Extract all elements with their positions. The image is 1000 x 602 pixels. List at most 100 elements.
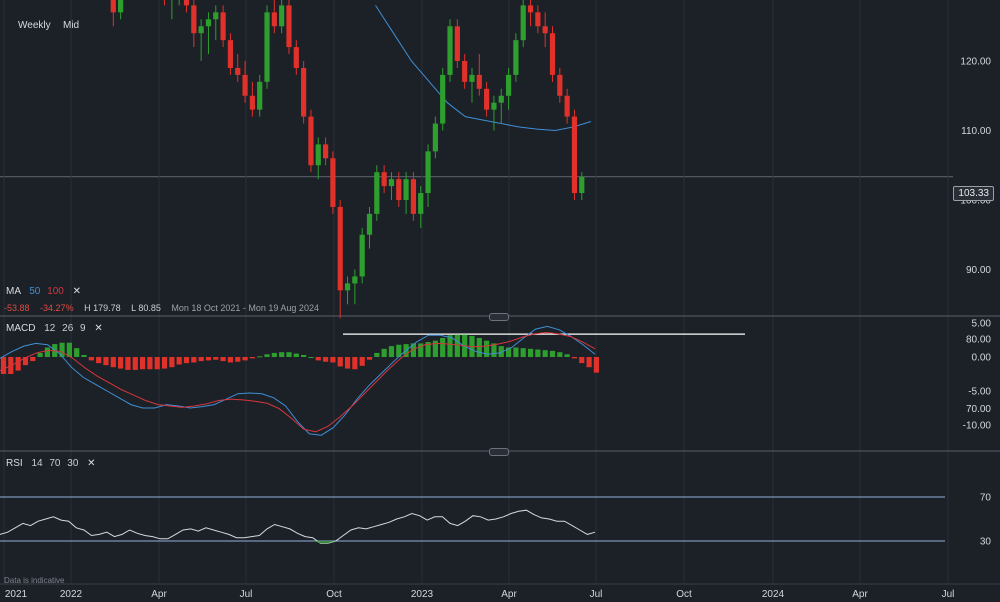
candle-body (344, 283, 351, 291)
candle-body (535, 12, 541, 27)
candle-body (301, 67, 307, 117)
macd-histogram-bar (154, 357, 160, 370)
macd-histogram-bar (484, 340, 490, 357)
candle-body (264, 12, 270, 82)
macd-histogram-bar (586, 357, 592, 368)
x-tick-label: Jul (240, 589, 253, 600)
candle-body (491, 102, 497, 110)
macd-histogram-bar (359, 357, 365, 366)
candle-body (484, 88, 490, 110)
macd-histogram-bar (527, 348, 534, 357)
macd-histogram-bar (59, 342, 65, 357)
macd-histogram-bar (293, 353, 299, 357)
candle-body (293, 47, 299, 68)
macd-legend: MACD 12 26 9 ✕ (6, 323, 103, 334)
macd-histogram-bar (396, 344, 402, 357)
x-tick-label: Jul (590, 589, 603, 600)
candle-body (571, 116, 578, 194)
macd-histogram-bar (366, 357, 373, 360)
macd-histogram-bar (227, 357, 234, 363)
macd-histogram-bar (169, 357, 175, 368)
ma-close-icon[interactable]: ✕ (72, 286, 81, 297)
macd-histogram-bar (44, 347, 51, 357)
macd-histogram-bar (440, 337, 446, 357)
candle-body (271, 12, 277, 27)
macd-histogram-bar (352, 357, 358, 370)
price-tick-label: 120.00 (960, 57, 991, 68)
macd-histogram-bar (571, 357, 578, 359)
macd-histogram-bar (249, 357, 255, 359)
macd-histogram-bar (0, 357, 7, 374)
macd-histogram-bar (118, 357, 124, 369)
date-range: Mon 18 Oct 2021 - Mon 19 Aug 2024 (171, 303, 319, 313)
macd-close-icon[interactable]: ✕ (94, 323, 103, 334)
x-tick-label: 2024 (762, 589, 785, 600)
macd-signal-line (0, 332, 596, 433)
axes: 70.0080.0090.00100.00110.00120.00130.001… (5, 57, 992, 601)
candle-body (352, 276, 358, 284)
candlestick-series (110, 0, 585, 319)
candle-body (242, 74, 248, 96)
grid-lines (0, 0, 1000, 585)
macd-histogram-bar (176, 357, 182, 365)
macd-histogram-bar (425, 342, 431, 357)
x-tick-label: Apr (852, 589, 868, 600)
candle-body (432, 123, 438, 152)
macd-histogram-bar (103, 357, 109, 366)
macd-histogram-bar (418, 343, 424, 357)
candle-body (557, 74, 563, 96)
rsi-oversold-fill (328, 541, 336, 544)
macd-histogram-bar (161, 357, 168, 369)
macd-histogram-bar (388, 346, 395, 357)
macd-fast: 12 (44, 323, 56, 334)
candle-body (374, 172, 380, 214)
macd-histogram-bar (513, 347, 519, 357)
price-tick-label: 90.00 (966, 265, 991, 276)
macd-tick-label: 5.00 (972, 319, 992, 330)
macd-histogram-bar (81, 354, 87, 357)
ma50-line (375, 5, 592, 132)
macd-histogram-bar (476, 337, 482, 357)
candle-body (388, 179, 395, 187)
rsi-close-icon[interactable]: ✕ (87, 458, 96, 469)
macd-histogram-bar (235, 357, 241, 362)
x-tick-label: Oct (326, 589, 342, 600)
candle-body (183, 0, 190, 6)
pane-resize-handle-2[interactable] (489, 448, 509, 456)
candle-body (498, 95, 504, 103)
candle-body (249, 95, 255, 110)
change-pct: -34.27% (40, 303, 74, 313)
macd-histogram-bar (279, 352, 285, 357)
macd-histogram-bar (330, 357, 336, 363)
macd-histogram-bar (147, 357, 153, 370)
candle-body (542, 26, 548, 34)
macd-tick-label: 0.00 (972, 353, 992, 364)
macd-histogram-bar (308, 357, 314, 358)
macd-histogram-bar (454, 334, 460, 357)
candle-body (527, 5, 534, 13)
macd-histogram-bar (191, 357, 197, 363)
candle-body (315, 144, 321, 166)
macd-histogram-bar (125, 357, 131, 370)
candle-body (337, 206, 343, 291)
macd-histogram-bar (410, 343, 417, 357)
pane-resize-handle-1[interactable] (489, 313, 509, 321)
candle-body (418, 193, 424, 214)
macd-histogram-bar (286, 352, 292, 357)
candle-body (235, 67, 241, 75)
timeframe-weekly[interactable]: Weekly (18, 20, 51, 31)
macd-histogram-bar (132, 357, 138, 370)
rsi-tick-label: 30 (980, 537, 992, 548)
macd-signal: 9 (80, 323, 86, 334)
macd-histogram-bar (198, 357, 204, 362)
macd-histogram-bar (22, 357, 29, 366)
macd-histogram-bar (535, 349, 541, 357)
candle-body (308, 116, 314, 166)
macd-histogram-bar (205, 357, 212, 361)
candle-body (440, 74, 446, 124)
rsi-legend-label: RSI (6, 458, 23, 469)
macd-histogram-bar (505, 347, 512, 357)
price-type-mid[interactable]: Mid (63, 20, 80, 31)
candle-body (476, 74, 482, 89)
